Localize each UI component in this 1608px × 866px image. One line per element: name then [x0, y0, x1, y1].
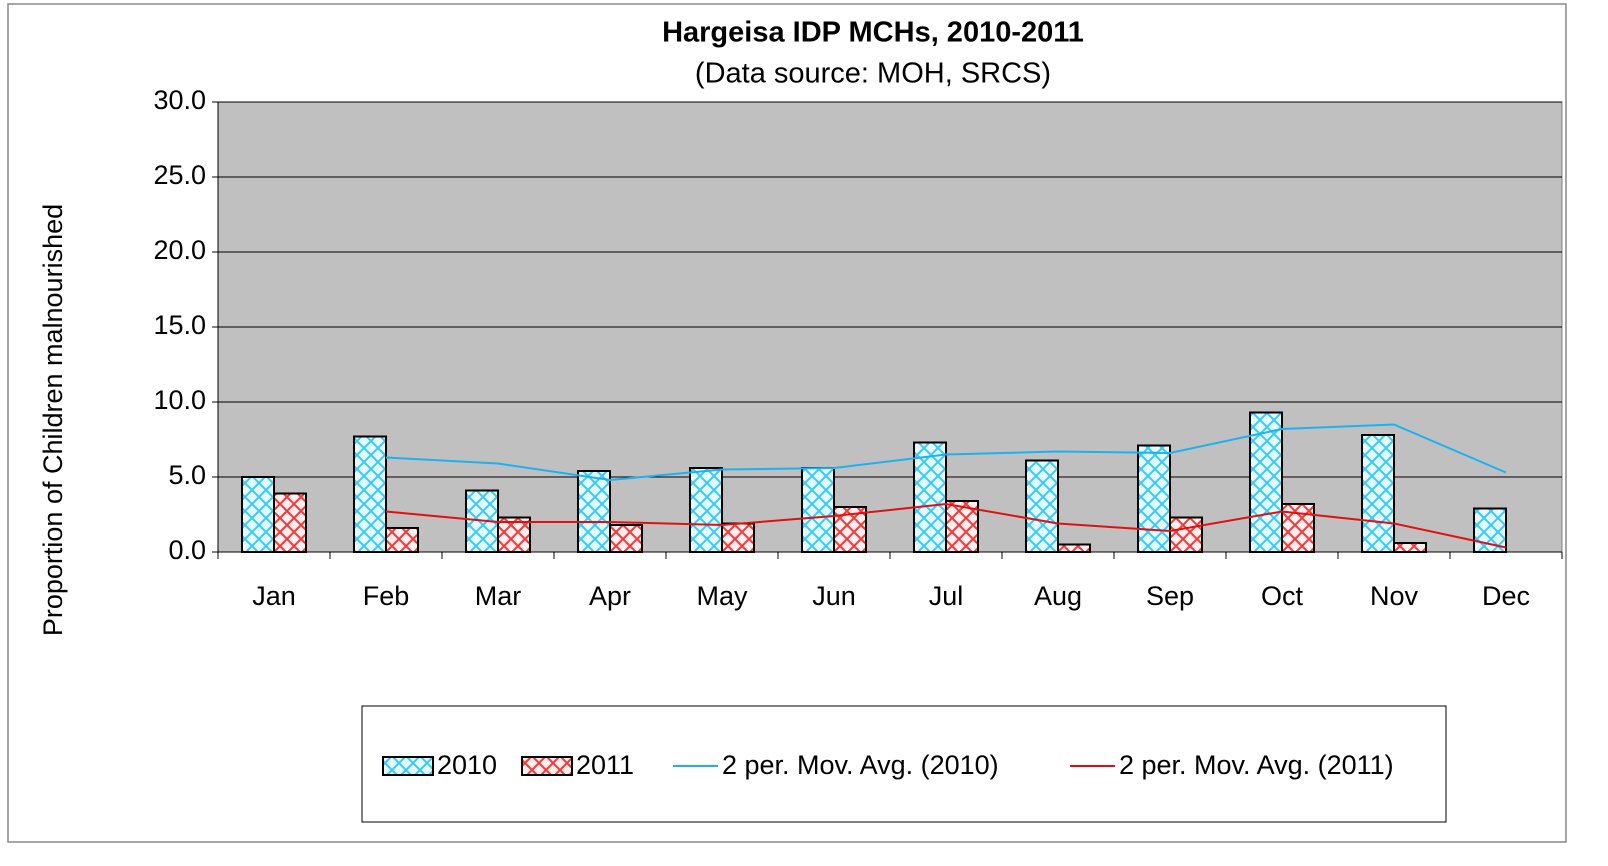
bar	[241, 476, 275, 553]
x-tick-label: Feb	[363, 581, 410, 611]
bar	[1169, 516, 1203, 553]
bar	[801, 467, 835, 553]
y-tick-label: 0.0	[168, 535, 206, 565]
chart-subtitle: (Data source: MOH, SRCS)	[695, 58, 1051, 90]
legend-label: 2011	[576, 750, 634, 780]
bar	[1137, 444, 1171, 553]
x-tick-label: Dec	[1482, 581, 1530, 611]
y-tick-label: 25.0	[153, 160, 206, 190]
x-tick-label: Jun	[812, 581, 856, 611]
x-tick-label: Nov	[1370, 581, 1419, 611]
bar	[721, 522, 755, 553]
bar	[1361, 434, 1395, 553]
bar	[1249, 411, 1283, 553]
y-tick-label: 30.0	[153, 85, 206, 115]
bar	[1393, 542, 1427, 553]
x-tick-label: Mar	[475, 581, 522, 611]
trend-line	[385, 423, 1507, 482]
bar	[689, 467, 723, 553]
legend-label: 2010	[437, 750, 497, 780]
y-tick-label: 5.0	[168, 460, 206, 490]
y-tick-label: 10.0	[153, 385, 206, 415]
legend-swatch	[521, 756, 573, 776]
x-tick-label: Aug	[1034, 581, 1082, 611]
legend-swatch	[382, 756, 434, 776]
bar	[1025, 459, 1059, 553]
chart-title: Hargeisa IDP MCHs, 2010-2011	[662, 17, 1084, 49]
x-tick-label: Jan	[252, 581, 296, 611]
x-tick-label: May	[696, 581, 748, 611]
bar	[609, 524, 643, 553]
x-tick-label: Sep	[1146, 581, 1194, 611]
bar	[273, 492, 307, 553]
bar	[913, 441, 947, 553]
legend-label: 2 per. Mov. Avg. (2010)	[722, 750, 999, 780]
x-tick-label: Jul	[929, 581, 964, 611]
bar	[353, 435, 387, 553]
y-axis-label: Proportion of Children malnourished	[38, 204, 68, 636]
bar	[385, 527, 419, 553]
trend-line	[385, 502, 1507, 549]
y-tick-label: 20.0	[153, 235, 206, 265]
x-tick-label: Apr	[589, 581, 631, 611]
y-tick-label: 15.0	[153, 310, 206, 340]
bar	[1057, 543, 1091, 553]
bar	[497, 516, 531, 553]
bar	[577, 470, 611, 553]
x-tick-label: Oct	[1261, 581, 1304, 611]
legend-label: 2 per. Mov. Avg. (2011)	[1119, 750, 1394, 780]
